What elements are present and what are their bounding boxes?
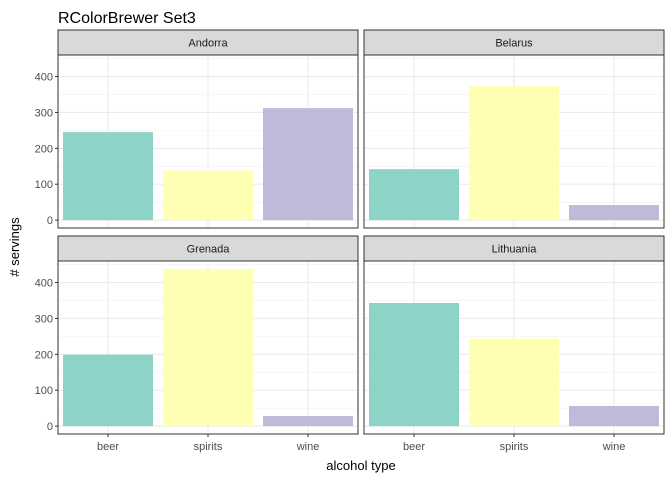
facet-strip-label: Grenada [187,244,231,256]
bar-andorra-beer [63,132,153,221]
bar-andorra-spirits [163,170,253,221]
y-tick-label: 400 [35,72,53,84]
bar-belarus-beer [369,169,459,221]
facet-belarus: Belarus [363,29,665,229]
facet-strip [57,235,359,262]
bar-grenada-wine [263,416,353,427]
y-tick-label: 0 [47,215,53,227]
x-axis-title: alcohol type [326,458,395,473]
facet-andorra: Andorra 0 100 200 300 400 [35,29,359,229]
y-tick-label: 200 [35,349,53,361]
facet-strip [363,29,665,56]
bar-lithuania-wine [569,406,659,427]
y-tick-label: 400 [35,278,53,290]
facet-strip-label: Belarus [495,38,533,50]
bar-grenada-beer [63,354,153,427]
bar-lithuania-spirits [469,338,559,427]
bar-grenada-spirits [163,268,253,427]
panel-border [363,54,665,229]
chart-title: RColorBrewer Set3 [58,10,196,27]
y-tick-label: 100 [35,179,53,191]
facet-grenada: Grenada 0 100 200 300 400 beer spirits wine [35,235,359,453]
x-tick-label: beer [403,441,425,453]
facet-panels: Andorra 0 100 200 300 400 Belarus Grenada 0 100 20… [35,29,665,453]
x-tick-label: wine [602,441,626,453]
bar-belarus-spirits [469,86,559,221]
facet-strip-label: Andorra [188,38,228,50]
y-axis-title: # servings [7,217,22,277]
y-tick-label: 300 [35,313,53,325]
x-tick-label: wine [296,441,320,453]
facet-strip [363,235,665,262]
facet-strip-label: Lithuania [492,244,538,256]
y-tick-label: 100 [35,385,53,397]
y-tick-label: 200 [35,143,53,155]
x-tick-label: spirits [194,441,223,453]
panel-border [57,54,359,229]
x-tick-label: beer [97,441,119,453]
facet-lithuania: Lithuania beer spirits wine [363,235,665,453]
y-tick-label: 0 [47,421,53,433]
bar-andorra-wine [263,108,353,221]
bar-lithuania-beer [369,302,459,427]
x-tick-label: spirits [500,441,529,453]
facet-strip [57,29,359,56]
y-tick-label: 300 [35,107,53,119]
bar-belarus-wine [569,205,659,221]
